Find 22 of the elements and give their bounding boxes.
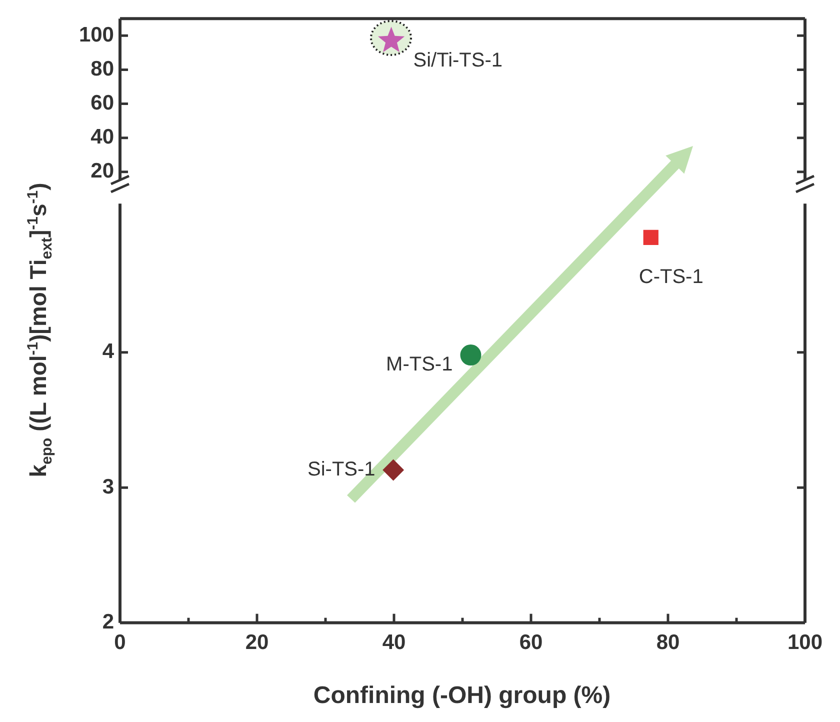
point	[382, 459, 404, 480]
x-tick-label: 40	[382, 631, 406, 654]
y-tick-label: 80	[90, 57, 114, 80]
y-tick-label: 3	[102, 475, 114, 498]
y-tick-label: 20	[90, 160, 114, 183]
point	[643, 230, 658, 245]
x-tick-label: 100	[787, 631, 823, 654]
y-tick-label: 40	[90, 126, 114, 149]
x-tick-label: 60	[519, 631, 543, 654]
y-tick-label: 4	[102, 340, 114, 364]
y-tick-label: 100	[78, 23, 114, 46]
x-tick-label: 80	[656, 631, 680, 654]
x-axis-title: Confining (-OH) group (%)	[313, 682, 611, 710]
series-label: Si-TS-1	[308, 458, 376, 481]
series-label: Si/Ti-TS-1	[413, 49, 503, 72]
x-tick-label: 0	[114, 631, 126, 654]
y-tick-label: 60	[90, 92, 114, 115]
point	[460, 344, 482, 366]
x-tick-label: 20	[245, 631, 269, 654]
series-label: C-TS-1	[638, 266, 704, 288]
y-tick-label: 2	[102, 610, 114, 634]
series-label: M-TS-1	[386, 354, 453, 376]
